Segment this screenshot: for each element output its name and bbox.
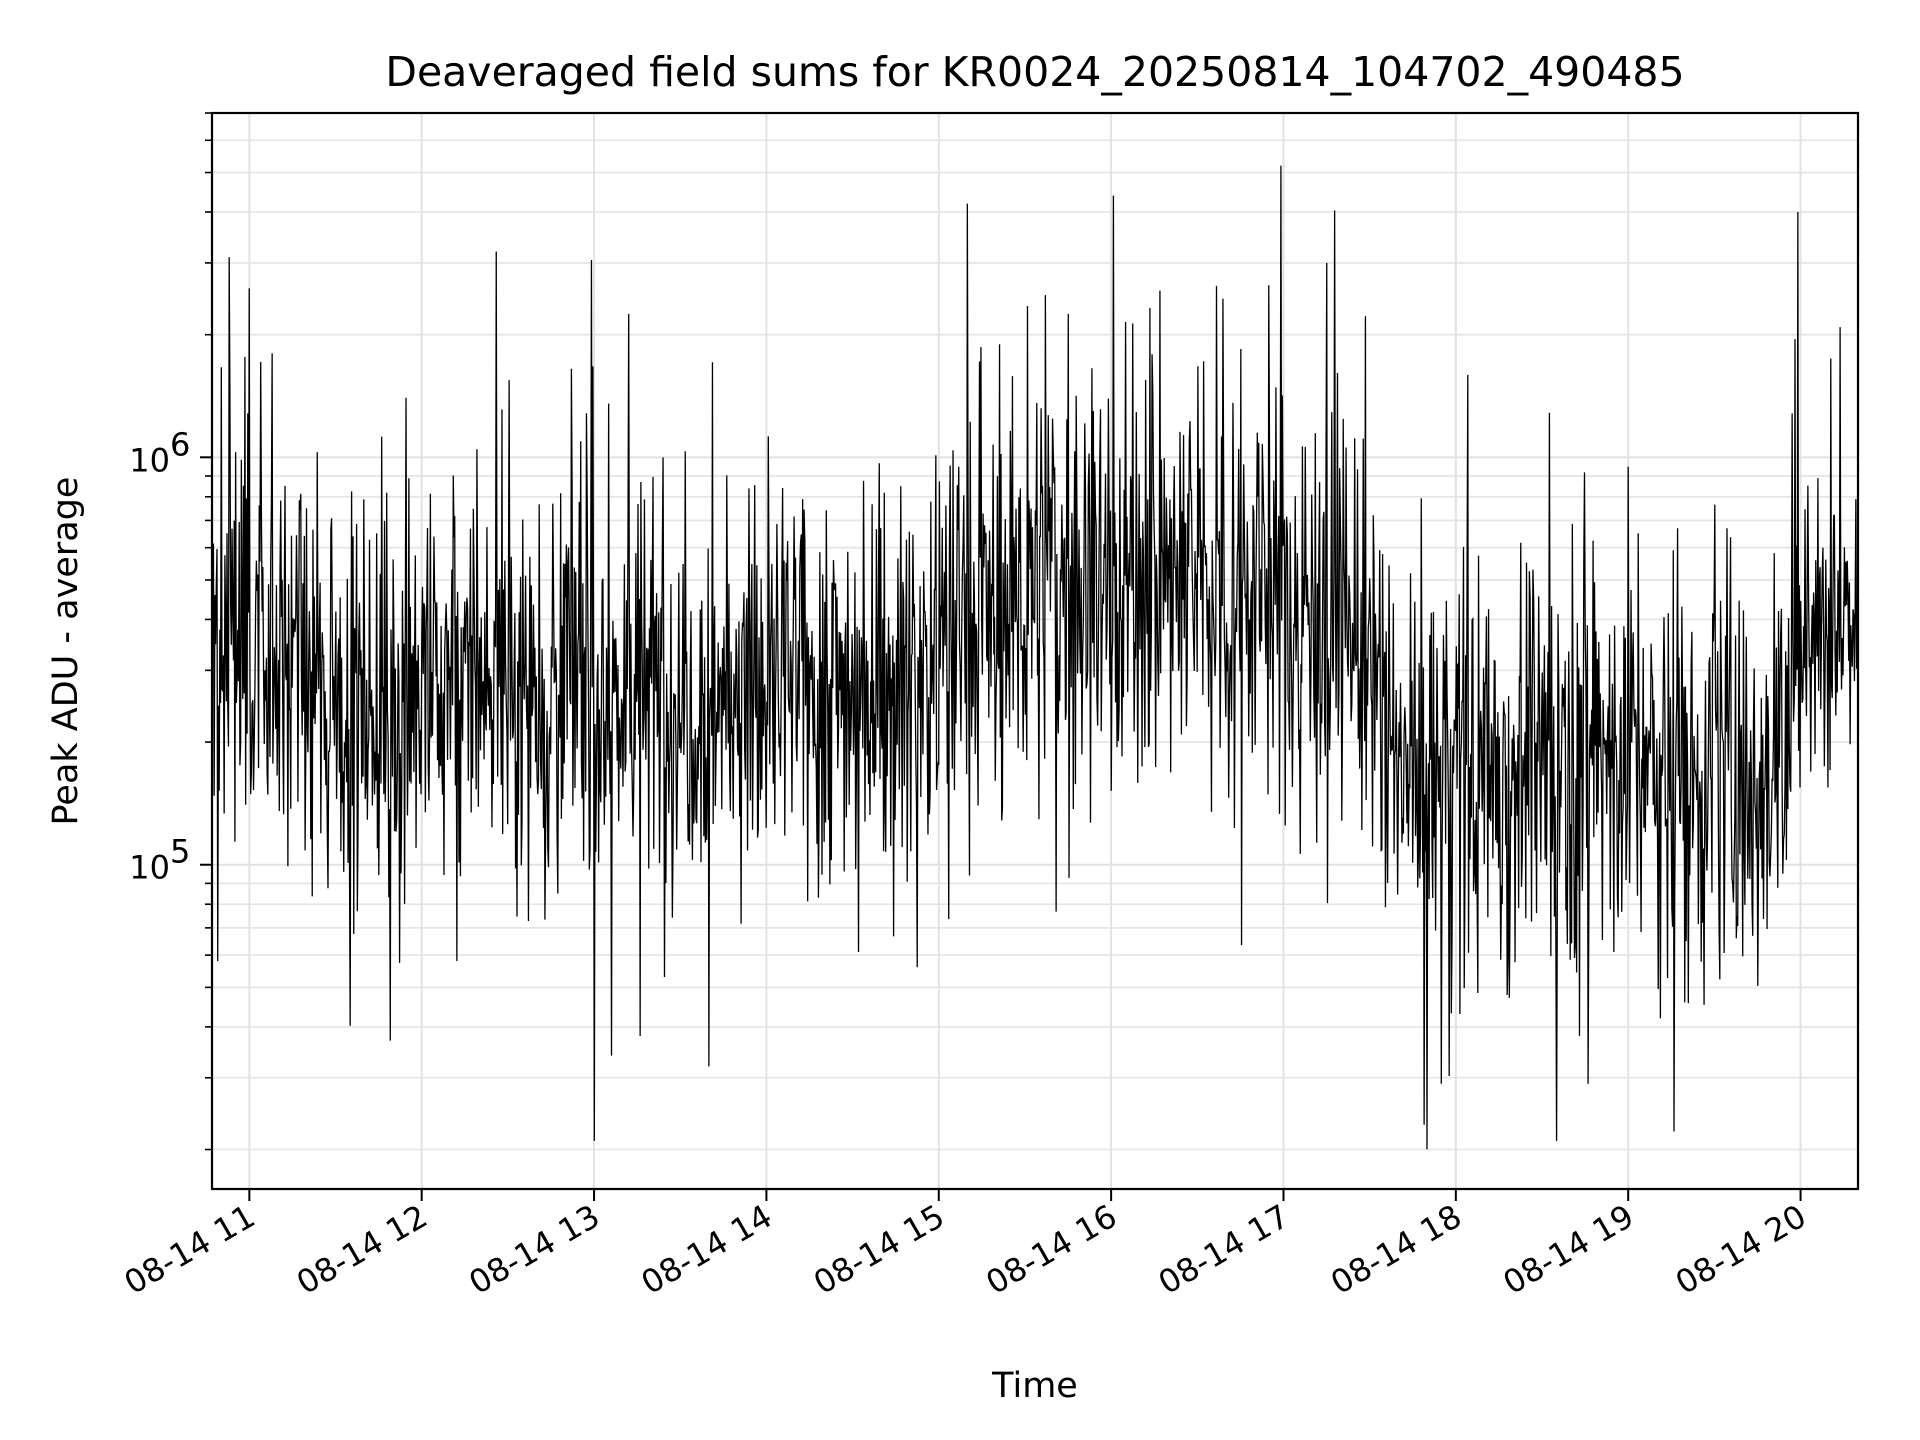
chart-title: Deaveraged field sums for KR0024_2025081… bbox=[385, 48, 1684, 96]
plot-frame bbox=[210, 111, 1860, 1191]
y-tick-label: 10 bbox=[129, 441, 170, 479]
y-tick-label: 10 bbox=[129, 849, 170, 887]
y-axis-label: Peak ADU - average bbox=[46, 477, 86, 826]
y-tick-label-exponent: 5 bbox=[170, 833, 190, 871]
series-line bbox=[212, 165, 1858, 1150]
y-tick-label-exponent: 6 bbox=[170, 425, 190, 463]
plot-area bbox=[212, 165, 1858, 1150]
x-axis-label: Time bbox=[991, 1366, 1078, 1406]
